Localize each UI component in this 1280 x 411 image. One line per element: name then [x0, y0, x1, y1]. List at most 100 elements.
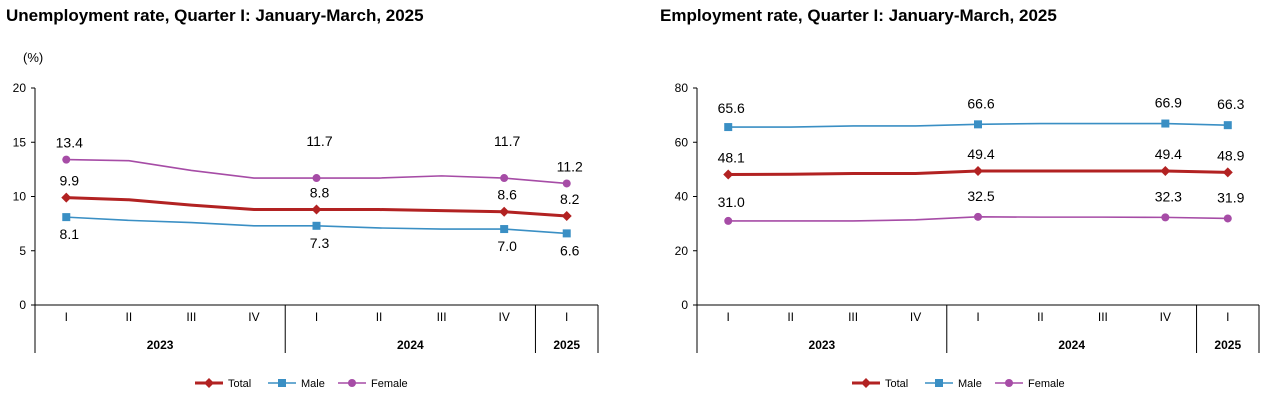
total-marker — [561, 211, 572, 222]
male-data-label: 65.6 — [718, 100, 745, 116]
y-tick-label: 0 — [19, 298, 26, 312]
total-marker — [861, 378, 871, 388]
total-marker — [1222, 167, 1233, 178]
x-tick-label: II — [125, 310, 132, 324]
male-marker — [935, 379, 943, 387]
legend-label: Male — [301, 378, 325, 390]
year-label: 2023 — [809, 338, 836, 352]
male-marker — [62, 213, 71, 222]
male-marker — [724, 123, 733, 132]
y-tick-label: 20 — [13, 81, 27, 95]
y-tick-label: 60 — [675, 135, 689, 149]
x-tick-label: II — [376, 310, 383, 324]
female-marker — [724, 216, 733, 225]
male-marker — [562, 229, 571, 238]
total-marker — [311, 204, 322, 215]
x-tick-label: III — [848, 310, 858, 324]
y-tick-label: 10 — [13, 190, 27, 204]
x-tick-label: IV — [498, 310, 509, 324]
female-marker — [62, 155, 71, 164]
female-data-label: 13.4 — [56, 135, 83, 151]
year-label: 2023 — [147, 338, 174, 352]
female-marker — [562, 179, 571, 188]
male-data-label: 66.6 — [967, 95, 994, 111]
female-marker — [1005, 379, 1013, 387]
female-marker — [312, 174, 321, 183]
total-data-label: 49.4 — [1155, 146, 1182, 162]
x-tick-label: III — [437, 310, 447, 324]
female-data-label: 31.0 — [718, 194, 745, 210]
male-data-label: 7.0 — [497, 238, 517, 254]
female-marker — [1223, 214, 1232, 223]
total-data-label: 9.9 — [60, 173, 80, 189]
female-data-label: 31.9 — [1217, 189, 1244, 205]
x-tick-label: I — [976, 310, 979, 324]
y-tick-label: 0 — [681, 298, 688, 312]
total-data-label: 48.1 — [718, 150, 745, 166]
total-data-label: 48.9 — [1217, 147, 1244, 163]
total-data-label: 49.4 — [967, 146, 994, 162]
x-tick-label: IV — [1160, 310, 1171, 324]
legend-label: Female — [371, 378, 408, 390]
total-data-label: 8.8 — [310, 185, 330, 201]
female-marker — [500, 174, 509, 183]
female-data-label: 11.7 — [494, 133, 520, 149]
x-tick-label: IV — [248, 310, 259, 324]
total-data-label: 8.6 — [497, 187, 517, 203]
x-tick-label: IV — [910, 310, 921, 324]
year-label: 2024 — [1058, 338, 1085, 352]
x-tick-label: III — [186, 310, 196, 324]
y-tick-label: 5 — [19, 244, 26, 258]
total-data-label: 8.2 — [560, 191, 580, 207]
female-data-label: 32.3 — [1155, 188, 1182, 204]
female-data-label: 32.5 — [967, 188, 994, 204]
x-tick-label: I — [727, 310, 730, 324]
total-marker — [499, 206, 510, 217]
chart-title: Employment rate, Quarter I: January-Marc… — [660, 6, 1057, 25]
total-marker — [973, 166, 983, 177]
male-marker — [278, 379, 286, 387]
x-tick-label: III — [1098, 310, 1108, 324]
male-data-label: 66.3 — [1217, 96, 1244, 112]
female-marker — [348, 379, 356, 387]
x-tick-label: II — [787, 310, 794, 324]
total-marker — [723, 169, 734, 180]
x-tick-label: I — [65, 310, 68, 324]
male-data-label: 66.9 — [1155, 95, 1182, 111]
male-marker — [974, 120, 982, 129]
legend-label: Male — [958, 378, 982, 390]
total-marker — [61, 192, 72, 203]
male-data-label: 8.1 — [60, 226, 80, 242]
male-data-label: 6.6 — [560, 242, 580, 258]
male-marker — [1223, 121, 1232, 130]
y-tick-label: 15 — [13, 135, 27, 149]
legend-label: Female — [1028, 378, 1065, 390]
chart-title: Unemployment rate, Quarter I: January-Ma… — [6, 6, 424, 25]
year-label: 2024 — [397, 338, 424, 352]
x-tick-label: II — [1037, 310, 1044, 324]
male-marker — [1161, 119, 1170, 128]
y-tick-label: 20 — [675, 244, 689, 258]
legend-label: Total — [228, 378, 251, 390]
employment-chart: Employment rate, Quarter I: January-Marc… — [640, 0, 1280, 411]
legend-label: Total — [885, 378, 908, 390]
total-marker — [1160, 166, 1171, 177]
x-tick-label: I — [315, 310, 318, 324]
male-data-label: 7.3 — [310, 235, 330, 251]
unemployment-chart: Unemployment rate, Quarter I: January-Ma… — [6, 6, 599, 390]
year-label: 2025 — [553, 338, 580, 352]
y-axis-label: (%) — [23, 50, 43, 65]
female-data-label: 11.7 — [306, 133, 332, 149]
total-marker — [204, 378, 214, 388]
male-marker — [500, 225, 509, 234]
male-marker — [312, 221, 321, 230]
y-tick-label: 80 — [675, 81, 689, 95]
y-tick-label: 40 — [675, 190, 689, 204]
female-marker — [974, 212, 982, 221]
x-tick-label: I — [1226, 310, 1229, 324]
x-tick-label: I — [565, 310, 568, 324]
year-label: 2025 — [1214, 338, 1241, 352]
female-data-label: 11.2 — [557, 158, 583, 174]
